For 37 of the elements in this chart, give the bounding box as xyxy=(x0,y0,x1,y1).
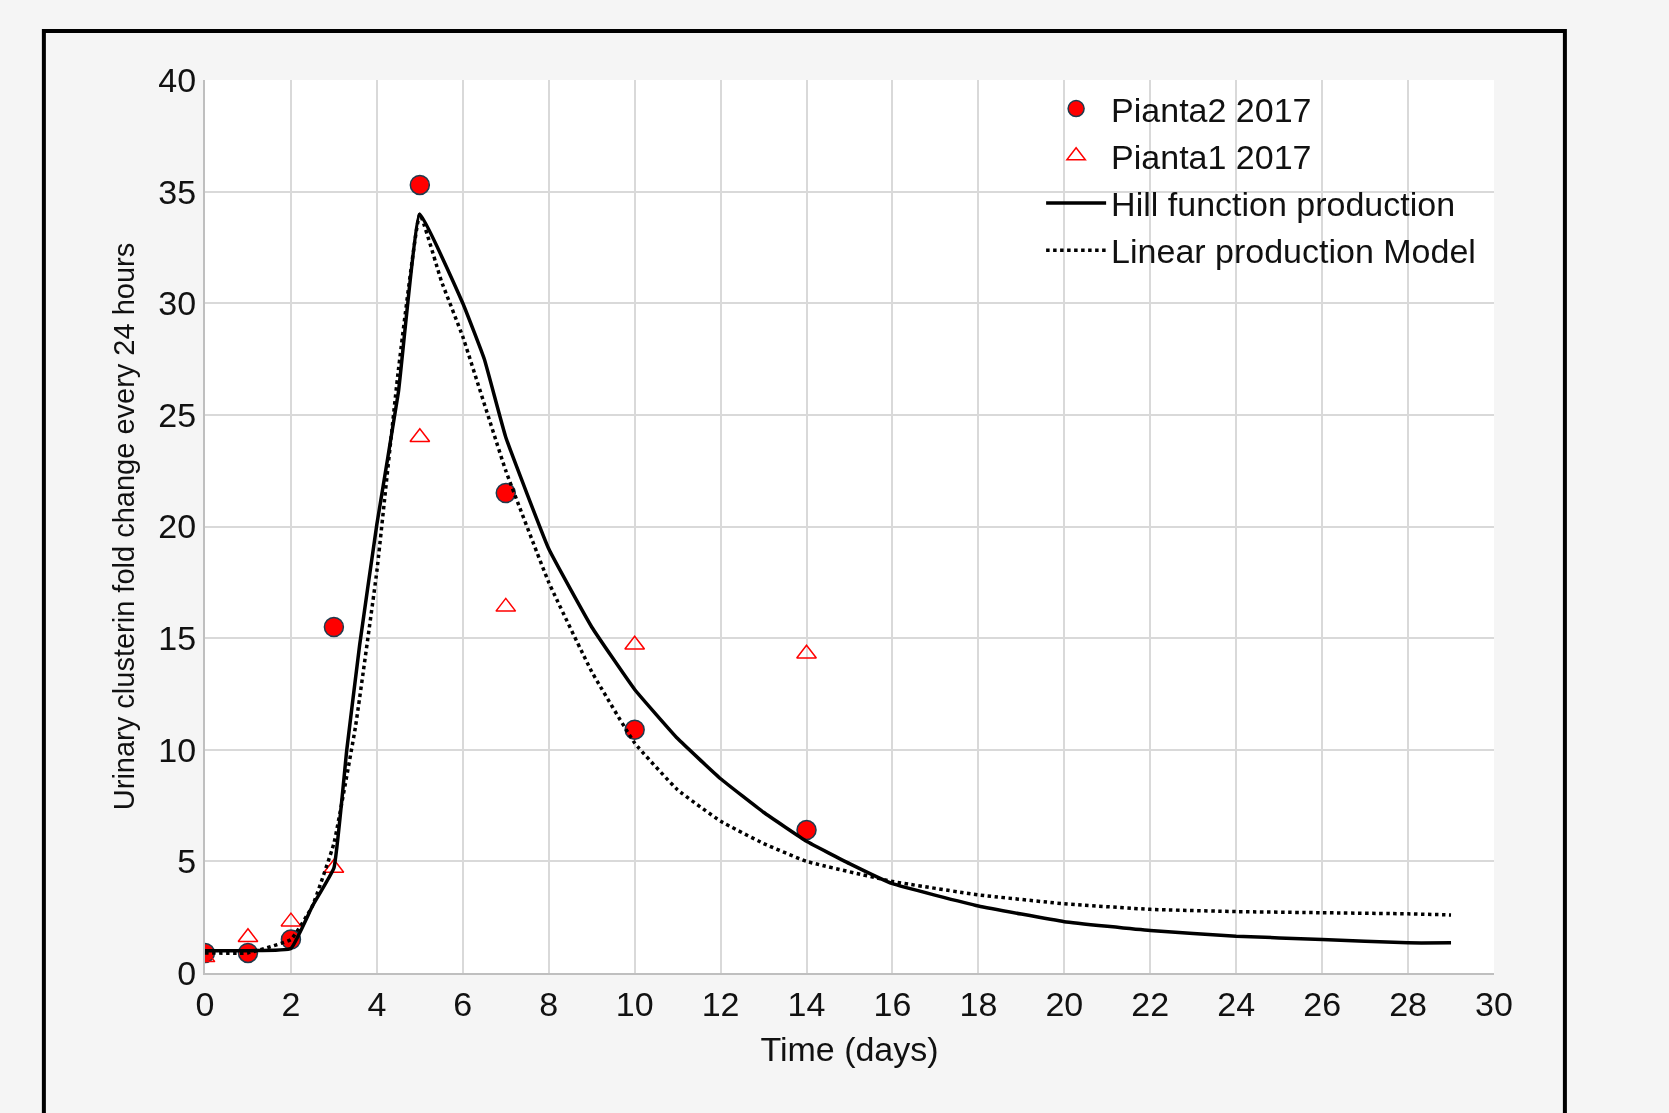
x-tick-label: 30 xyxy=(1475,984,1513,1023)
y-tick-label: 25 xyxy=(158,395,197,434)
y-axis-title: Urinary clusterin fold change every 24 hours xyxy=(108,242,141,811)
point xyxy=(624,719,645,740)
point xyxy=(323,858,345,874)
point xyxy=(796,819,817,841)
legend-label: Pianta1 2017 xyxy=(1111,138,1312,177)
x-tick-label: 22 xyxy=(1131,984,1170,1023)
y-tick-label: 10 xyxy=(158,730,197,769)
x-tick-label: 8 xyxy=(539,984,559,1023)
point xyxy=(409,174,431,196)
x-axis-title: Time (days) xyxy=(760,1029,939,1068)
x-tick-label: 24 xyxy=(1217,984,1256,1023)
x-tick-label: 10 xyxy=(615,984,654,1023)
y-tick-label: 35 xyxy=(158,172,197,211)
y-tick-label: 20 xyxy=(158,507,197,546)
x-tick-label: 14 xyxy=(787,984,826,1023)
x-tick-label: 6 xyxy=(453,984,473,1023)
y-tick-label: 15 xyxy=(158,619,197,658)
y-tick-label: 40 xyxy=(158,60,197,99)
y-tick-label: 30 xyxy=(158,284,197,323)
x-tick-label: 16 xyxy=(873,984,912,1023)
point xyxy=(495,482,517,504)
x-tick-label: 28 xyxy=(1389,984,1427,1023)
legend-label: Pianta2 2017 xyxy=(1111,90,1312,129)
y-tick-label: 0 xyxy=(177,953,197,992)
legend-label: Hill function production xyxy=(1111,185,1456,224)
x-tick-label: 18 xyxy=(959,984,998,1023)
x-tick-label: 12 xyxy=(701,984,740,1023)
x-tick-label: 20 xyxy=(1045,984,1084,1023)
x-tick-label: 4 xyxy=(367,984,387,1023)
x-tick-label: 2 xyxy=(281,984,301,1023)
point xyxy=(323,616,345,638)
y-tick-label: 5 xyxy=(177,842,197,881)
point xyxy=(409,427,431,443)
x-tick-label: 26 xyxy=(1303,984,1342,1023)
legend-label: Linear production Model xyxy=(1111,232,1476,271)
